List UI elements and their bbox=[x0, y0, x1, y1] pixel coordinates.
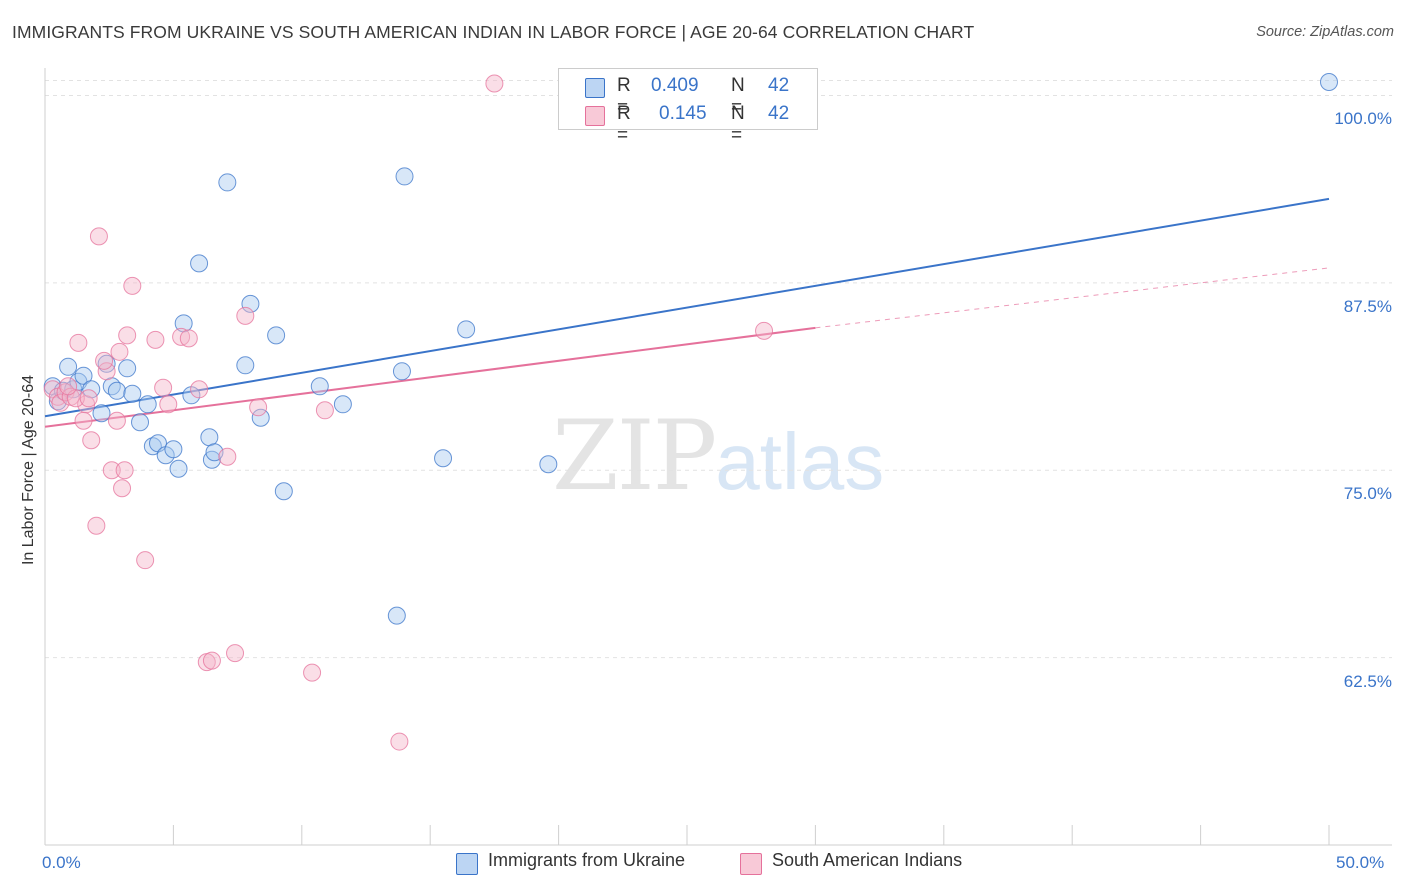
point-ukraine bbox=[202, 450, 221, 469]
chart-title: IMMIGRANTS FROM UKRAINE VS SOUTH AMERICA… bbox=[12, 22, 975, 42]
point-ukraine bbox=[164, 440, 183, 459]
legend-swatch-pink bbox=[740, 853, 762, 875]
watermark-atlas: atlas bbox=[715, 417, 885, 506]
point-south-american-indians bbox=[179, 329, 198, 348]
point-ukraine bbox=[274, 482, 293, 501]
point-ukraine bbox=[123, 384, 142, 403]
point-south-american-indians bbox=[118, 326, 137, 345]
point-south-american-indians bbox=[89, 227, 108, 246]
r-label: R = bbox=[617, 75, 631, 118]
point-ukraine bbox=[169, 459, 188, 478]
point-south-american-indians bbox=[102, 461, 121, 480]
point-ukraine bbox=[118, 359, 137, 378]
point-ukraine bbox=[434, 449, 453, 468]
r-value: 0.409 bbox=[651, 75, 699, 96]
trendline-south-american-indians bbox=[815, 267, 1330, 329]
x-tick-label-min: 0.0% bbox=[42, 853, 81, 872]
point-south-american-indians bbox=[190, 380, 209, 399]
r-label: R = bbox=[617, 103, 631, 146]
point-south-american-indians bbox=[249, 398, 268, 417]
legend-swatch-blue bbox=[585, 78, 605, 98]
watermark-zip: ZIP bbox=[552, 400, 717, 512]
n-value: 42 bbox=[768, 75, 790, 96]
point-ukraine bbox=[138, 395, 157, 414]
point-south-american-indians bbox=[69, 333, 88, 352]
point-ukraine bbox=[333, 395, 352, 414]
r-value: 0.145 bbox=[659, 103, 707, 124]
n-value: 42 bbox=[768, 103, 790, 124]
point-ukraine bbox=[218, 173, 237, 192]
point-south-american-indians bbox=[136, 551, 155, 570]
point-ukraine bbox=[200, 428, 219, 447]
x-tick-label-max: 50.0% bbox=[1336, 853, 1385, 872]
n-label: N = bbox=[731, 103, 745, 146]
point-ukraine bbox=[392, 362, 411, 381]
stats-legend: R = 0.409 N = 42 R = 0.145 N = 42 bbox=[558, 68, 818, 146]
point-ukraine bbox=[131, 413, 150, 432]
point-ukraine bbox=[107, 381, 126, 400]
y-tick-label: 75.0% bbox=[1343, 484, 1392, 504]
point-south-american-indians bbox=[95, 351, 114, 370]
point-south-american-indians bbox=[390, 732, 409, 751]
point-ukraine bbox=[457, 320, 476, 339]
point-ukraine bbox=[143, 437, 162, 456]
point-south-american-indians bbox=[485, 74, 504, 93]
point-ukraine bbox=[1320, 72, 1338, 91]
point-south-american-indians bbox=[755, 321, 774, 340]
axes bbox=[44, 68, 1392, 846]
point-ukraine bbox=[251, 408, 270, 427]
point-ukraine bbox=[74, 366, 93, 385]
point-ukraine bbox=[97, 354, 116, 373]
y-tick-label: 62.5% bbox=[1343, 671, 1392, 691]
point-ukraine bbox=[59, 357, 78, 376]
point-south-american-indians bbox=[59, 377, 78, 396]
y-tick-label: 100.0% bbox=[1334, 109, 1392, 129]
point-ukraine bbox=[236, 356, 255, 375]
legend-label: South American Indians bbox=[772, 850, 963, 870]
watermark: ZIPatlas bbox=[552, 400, 884, 512]
point-south-american-indians bbox=[107, 411, 126, 430]
point-ukraine bbox=[241, 294, 260, 313]
point-south-american-indians bbox=[159, 395, 178, 414]
trendline-south-american-indians bbox=[44, 326, 816, 428]
trendline-ukraine bbox=[44, 197, 1330, 418]
point-south-american-indians bbox=[82, 431, 101, 450]
point-south-american-indians bbox=[218, 447, 237, 466]
point-ukraine bbox=[190, 254, 209, 273]
point-south-american-indians bbox=[115, 461, 134, 480]
point-south-american-indians bbox=[303, 663, 322, 682]
point-south-american-indians bbox=[87, 516, 106, 535]
point-south-american-indians bbox=[146, 330, 165, 349]
point-ukraine bbox=[267, 326, 286, 345]
point-south-american-indians bbox=[226, 644, 245, 663]
data-points bbox=[43, 72, 1338, 751]
source-label: Source: ZipAtlas.com bbox=[1256, 24, 1394, 40]
point-ukraine bbox=[92, 404, 111, 423]
n-label: N = bbox=[731, 75, 745, 118]
point-south-american-indians bbox=[123, 276, 142, 295]
point-south-american-indians bbox=[202, 651, 221, 670]
point-south-american-indians bbox=[315, 401, 334, 420]
point-south-american-indians bbox=[110, 342, 129, 361]
legend-swatch-pink bbox=[585, 106, 605, 126]
point-south-american-indians bbox=[79, 389, 98, 408]
point-ukraine bbox=[387, 606, 406, 625]
point-south-american-indians bbox=[236, 306, 255, 325]
point-ukraine bbox=[539, 455, 558, 474]
point-ukraine bbox=[310, 377, 329, 396]
point-south-american-indians bbox=[172, 327, 191, 346]
point-south-american-indians bbox=[74, 411, 93, 430]
legend-swatch-blue bbox=[456, 853, 478, 875]
y-axis-label: In Labor Force | Age 20-64 bbox=[20, 374, 37, 566]
point-south-american-indians bbox=[97, 362, 116, 381]
y-tick-label: 87.5% bbox=[1343, 296, 1392, 316]
point-ukraine bbox=[395, 167, 414, 186]
point-south-american-indians bbox=[154, 378, 173, 397]
legend-label: Immigrants from Ukraine bbox=[488, 850, 686, 870]
trendlines bbox=[44, 197, 1330, 428]
point-south-american-indians bbox=[113, 479, 132, 498]
